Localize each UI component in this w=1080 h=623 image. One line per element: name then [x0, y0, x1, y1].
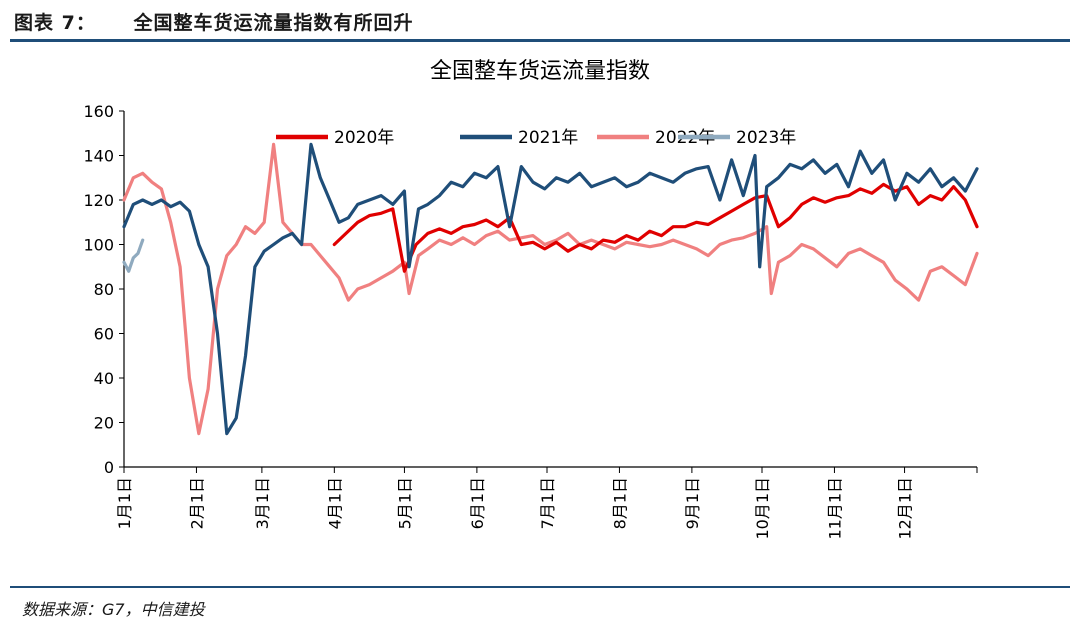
chart-series [122, 142, 979, 436]
y-tick-label: 140 [83, 147, 114, 166]
x-tick-label: 6月1日 [468, 477, 487, 529]
x-tick-label: 5月1日 [395, 477, 414, 529]
x-tick-label: 7月1日 [538, 477, 557, 529]
x-tick-label: 9月1日 [683, 477, 702, 529]
chart-axes: 0 20 40 60 80 100 120 140 160 1月1日 2月1日 3月1日 4月1日 5月1… [83, 102, 978, 540]
x-tick-label: 12月1日 [896, 477, 915, 540]
y-tick-label: 60 [94, 325, 114, 344]
series-line-2021 [122, 142, 979, 436]
legend-label-2023: 2023年 [736, 128, 796, 148]
y-tick-label: 80 [94, 280, 114, 299]
figure-title: 全国整车货运流量指数有所回升 [133, 12, 414, 34]
header-rule [10, 39, 1070, 42]
series-line-2020 [332, 182, 979, 273]
y-tick-label: 0 [104, 458, 114, 477]
figure-header: 图表 7： 全国整车货运流量指数有所回升 [14, 8, 413, 35]
x-tick-label: 10月1日 [753, 477, 772, 540]
legend-label-2020: 2020年 [334, 128, 394, 148]
y-tick-label: 100 [83, 236, 114, 255]
y-tick-label: 20 [94, 414, 114, 433]
y-tick-label: 40 [94, 369, 114, 388]
x-tick-label: 8月1日 [610, 477, 629, 529]
y-tick-label: 160 [83, 102, 114, 121]
chart-title: 全国整车货运流量指数 [430, 59, 650, 84]
source-note: 数据来源：G7，中信建投 [22, 600, 205, 619]
x-tick-label: 4月1日 [325, 477, 344, 529]
x-tick-label: 3月1日 [253, 477, 272, 529]
figure-label: 图表 7： [14, 12, 96, 34]
series-line-2023 [122, 238, 145, 273]
x-tick-label: 11月1日 [825, 477, 844, 540]
legend-label-2021: 2021年 [518, 128, 578, 148]
footer-rule [10, 586, 1070, 588]
chart-legend: 2020年2021年2022年2023年 [276, 128, 796, 148]
y-tick-label: 120 [83, 191, 114, 210]
x-tick-label: 2月1日 [187, 477, 206, 529]
x-tick-label: 1月1日 [115, 477, 134, 529]
series-line-2022 [122, 142, 979, 436]
